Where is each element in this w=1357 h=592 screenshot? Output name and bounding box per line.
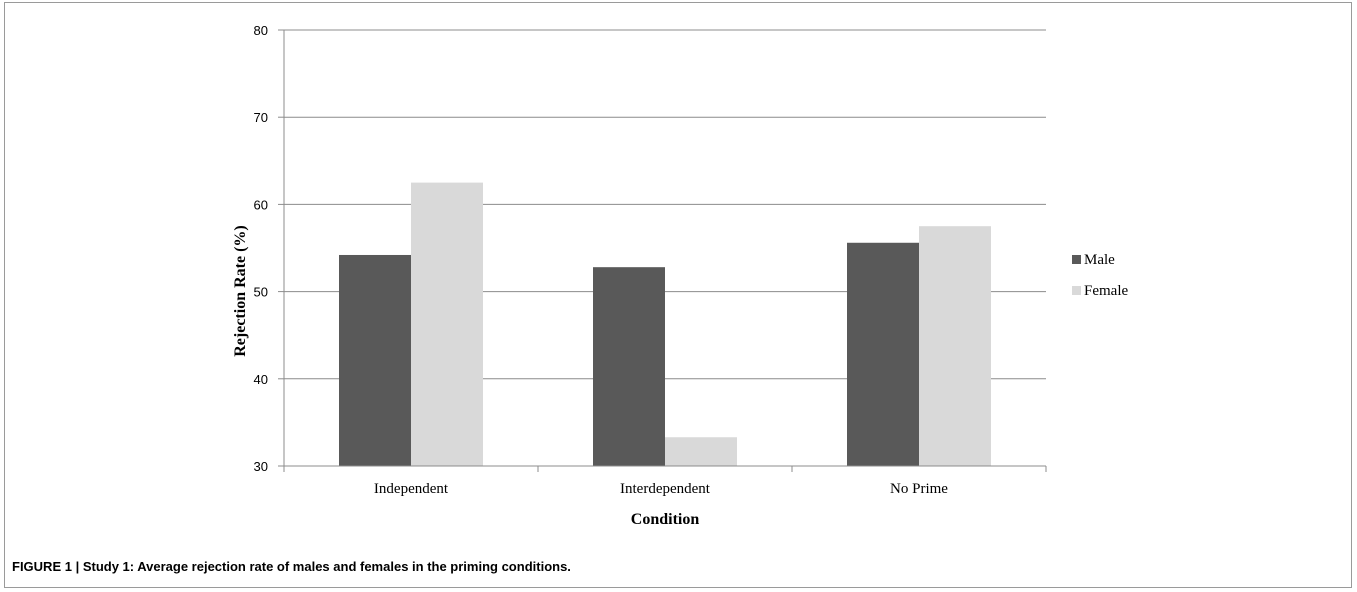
y-tick-label: 70 — [254, 110, 268, 125]
y-tick-label: 80 — [254, 23, 268, 38]
bar-male — [339, 255, 411, 466]
x-tick-labels: Independent Interdependent No Prime — [374, 481, 948, 497]
bars — [339, 183, 991, 466]
y-tick-label: 50 — [254, 285, 268, 300]
x-axis-title: Condition — [631, 511, 700, 528]
legend-label-male: Male — [1084, 252, 1115, 268]
legend: Male Female — [1072, 252, 1128, 299]
y-axis-title: Rejection Rate (%) — [232, 225, 249, 357]
bar-male — [593, 267, 665, 466]
legend-label-female: Female — [1084, 283, 1128, 299]
y-tick-label: 60 — [254, 197, 268, 212]
bar-female — [919, 226, 991, 466]
y-tick-labels: 30 40 50 60 70 80 — [254, 23, 284, 474]
figure-caption: FIGURE 1 | Study 1: Average rejection ra… — [12, 559, 571, 574]
bar-chart: 30 40 50 60 70 80 Independent Interdependent No… — [0, 0, 1357, 552]
y-tick-label: 30 — [254, 459, 268, 474]
x-tick-label: Interdependent — [620, 481, 711, 497]
bar-female — [665, 437, 737, 466]
x-tick-label: No Prime — [890, 481, 948, 497]
y-tick-label: 40 — [254, 372, 268, 387]
bar-female — [411, 183, 483, 466]
bar-male — [847, 243, 919, 466]
legend-swatch-female — [1072, 286, 1081, 295]
legend-swatch-male — [1072, 255, 1081, 264]
x-tick-label: Independent — [374, 481, 449, 497]
